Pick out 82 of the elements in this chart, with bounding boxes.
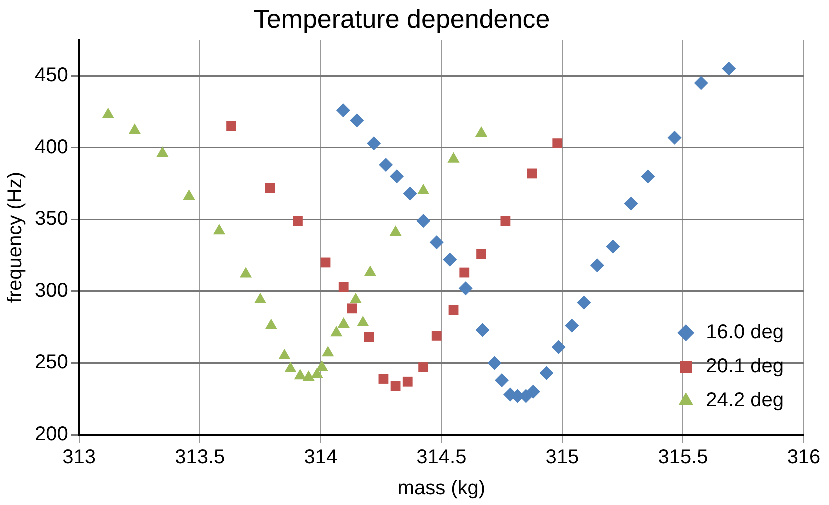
point — [500, 216, 511, 226]
point — [302, 370, 315, 382]
point — [416, 214, 431, 228]
point — [293, 216, 303, 226]
point — [722, 62, 736, 76]
x-tick-label: 315.5 — [658, 446, 708, 469]
legend-label: 20.1 deg — [706, 356, 784, 378]
x-axis-title: mass (kg) — [398, 478, 486, 500]
point — [265, 183, 276, 194]
point — [336, 104, 350, 118]
point — [226, 121, 236, 132]
point — [378, 374, 389, 384]
point — [367, 136, 382, 151]
point — [606, 240, 620, 254]
point — [330, 326, 343, 337]
y-tick-label: 250 — [34, 352, 68, 374]
point — [347, 304, 358, 314]
point — [641, 170, 656, 184]
point — [379, 158, 394, 172]
y-tick-label: 400 — [34, 136, 68, 158]
x-tick-label: 314 — [304, 446, 338, 469]
point — [128, 124, 141, 134]
point — [338, 282, 349, 292]
point — [475, 126, 488, 138]
point — [316, 360, 328, 372]
point — [527, 168, 538, 179]
point — [448, 305, 459, 316]
point — [552, 340, 566, 354]
point — [350, 293, 362, 304]
x-tick-label: 315 — [546, 446, 580, 469]
point — [488, 356, 502, 370]
point — [668, 130, 682, 145]
x-tick-label: 313.5 — [175, 446, 226, 469]
y-tick-label: 450 — [34, 64, 68, 87]
point — [240, 267, 252, 278]
point — [320, 258, 331, 268]
point — [552, 138, 563, 149]
point — [364, 266, 376, 276]
point — [390, 170, 404, 184]
point — [526, 384, 540, 399]
point — [183, 190, 196, 200]
point — [540, 366, 554, 380]
point — [590, 258, 604, 273]
point — [338, 317, 350, 328]
point — [418, 362, 429, 372]
point — [476, 249, 486, 260]
point — [350, 114, 364, 128]
point — [213, 224, 226, 235]
point — [460, 268, 470, 278]
point — [694, 76, 708, 90]
point — [322, 346, 334, 357]
y-tick-label: 200 — [34, 424, 68, 446]
point — [495, 373, 510, 388]
point — [402, 376, 413, 387]
x-tick-label: 314.5 — [416, 446, 467, 469]
point — [294, 369, 306, 380]
point — [284, 362, 297, 372]
point — [254, 293, 267, 304]
chart-title: Temperature dependence — [254, 4, 550, 34]
point — [476, 323, 490, 338]
point — [443, 252, 458, 267]
point — [390, 226, 402, 236]
legend-label: 24.2 deg — [706, 390, 784, 412]
point — [265, 318, 278, 330]
y-axis-title: frequency (Hz) — [4, 172, 27, 304]
x-tick-label: 313 — [62, 446, 96, 469]
point — [624, 196, 638, 211]
point — [430, 236, 444, 250]
point — [432, 330, 442, 341]
point — [458, 282, 473, 296]
point — [577, 296, 592, 310]
point — [390, 381, 401, 392]
point — [156, 146, 169, 158]
point — [364, 332, 374, 342]
y-tick-label: 350 — [34, 208, 68, 230]
y-tick-label: 300 — [34, 280, 68, 302]
point — [565, 318, 580, 333]
point — [357, 316, 370, 327]
legend-label: 16.0 deg — [706, 322, 784, 344]
point — [403, 186, 418, 201]
x-tick-label: 316 — [787, 446, 821, 469]
point — [278, 349, 291, 360]
